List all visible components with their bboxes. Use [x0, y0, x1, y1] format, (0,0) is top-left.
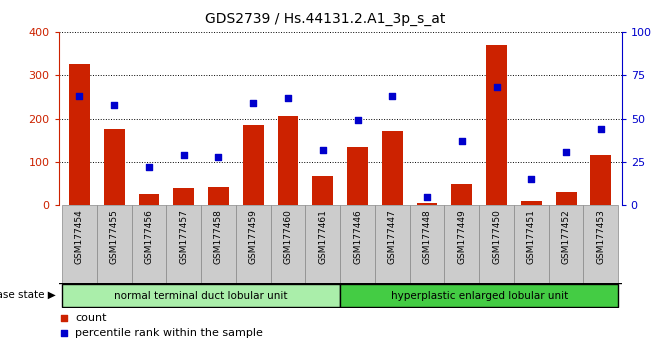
Bar: [305, 205, 340, 283]
Point: [422, 194, 432, 200]
Bar: [139, 194, 159, 205]
Bar: [97, 205, 132, 283]
Point: [352, 118, 363, 123]
Text: GSM177454: GSM177454: [75, 209, 84, 264]
Bar: [167, 205, 201, 283]
Bar: [521, 201, 542, 205]
Bar: [486, 45, 507, 205]
Bar: [312, 176, 333, 205]
Point: [178, 152, 189, 158]
Text: GSM177449: GSM177449: [457, 209, 466, 264]
Bar: [549, 205, 583, 283]
Bar: [375, 205, 409, 283]
Point: [318, 147, 328, 153]
Bar: [590, 155, 611, 205]
Point: [561, 149, 572, 154]
Bar: [347, 147, 368, 205]
Point: [283, 95, 293, 101]
Bar: [417, 203, 437, 205]
Bar: [208, 187, 229, 205]
Bar: [104, 130, 124, 205]
Point: [214, 154, 224, 160]
Text: GDS2739 / Hs.44131.2.A1_3p_s_at: GDS2739 / Hs.44131.2.A1_3p_s_at: [205, 12, 446, 27]
Point: [526, 176, 536, 182]
Point: [596, 126, 606, 132]
Bar: [62, 205, 97, 283]
Text: disease state ▶: disease state ▶: [0, 289, 55, 299]
Bar: [243, 125, 264, 205]
Bar: [583, 205, 618, 283]
Point: [492, 85, 502, 90]
Bar: [132, 205, 167, 283]
Bar: [173, 188, 194, 205]
Bar: [514, 205, 549, 283]
Text: GSM177447: GSM177447: [388, 209, 397, 264]
Bar: [445, 205, 479, 283]
Bar: [409, 205, 445, 283]
Text: GSM177446: GSM177446: [353, 209, 362, 264]
Bar: [340, 285, 618, 307]
Bar: [201, 205, 236, 283]
Point: [386, 233, 396, 238]
Text: GSM177451: GSM177451: [527, 209, 536, 264]
Text: normal terminal duct lobular unit: normal terminal duct lobular unit: [115, 291, 288, 301]
Bar: [479, 205, 514, 283]
Bar: [236, 205, 271, 283]
Text: GSM177453: GSM177453: [596, 209, 605, 264]
Bar: [556, 192, 577, 205]
Text: GSM177450: GSM177450: [492, 209, 501, 264]
Text: GSM177458: GSM177458: [214, 209, 223, 264]
Text: hyperplastic enlarged lobular unit: hyperplastic enlarged lobular unit: [391, 291, 568, 301]
Bar: [382, 131, 403, 205]
Text: percentile rank within the sample: percentile rank within the sample: [76, 329, 264, 338]
Text: count: count: [76, 313, 107, 323]
Point: [74, 93, 85, 99]
Text: GSM177448: GSM177448: [422, 209, 432, 264]
Bar: [69, 64, 90, 205]
Text: GSM177461: GSM177461: [318, 209, 327, 264]
Point: [144, 164, 154, 170]
Text: GSM177452: GSM177452: [562, 209, 570, 264]
Text: GSM177456: GSM177456: [145, 209, 154, 264]
Point: [386, 91, 396, 97]
Point: [387, 93, 398, 99]
Point: [109, 102, 119, 108]
Point: [456, 138, 467, 144]
Bar: [62, 285, 340, 307]
Text: GSM177459: GSM177459: [249, 209, 258, 264]
Text: GSM177460: GSM177460: [283, 209, 292, 264]
Text: GSM177457: GSM177457: [179, 209, 188, 264]
Bar: [277, 116, 298, 205]
Bar: [271, 205, 305, 283]
Text: GSM177455: GSM177455: [110, 209, 118, 264]
Point: [248, 100, 258, 106]
Bar: [340, 205, 375, 283]
Bar: [451, 184, 472, 205]
